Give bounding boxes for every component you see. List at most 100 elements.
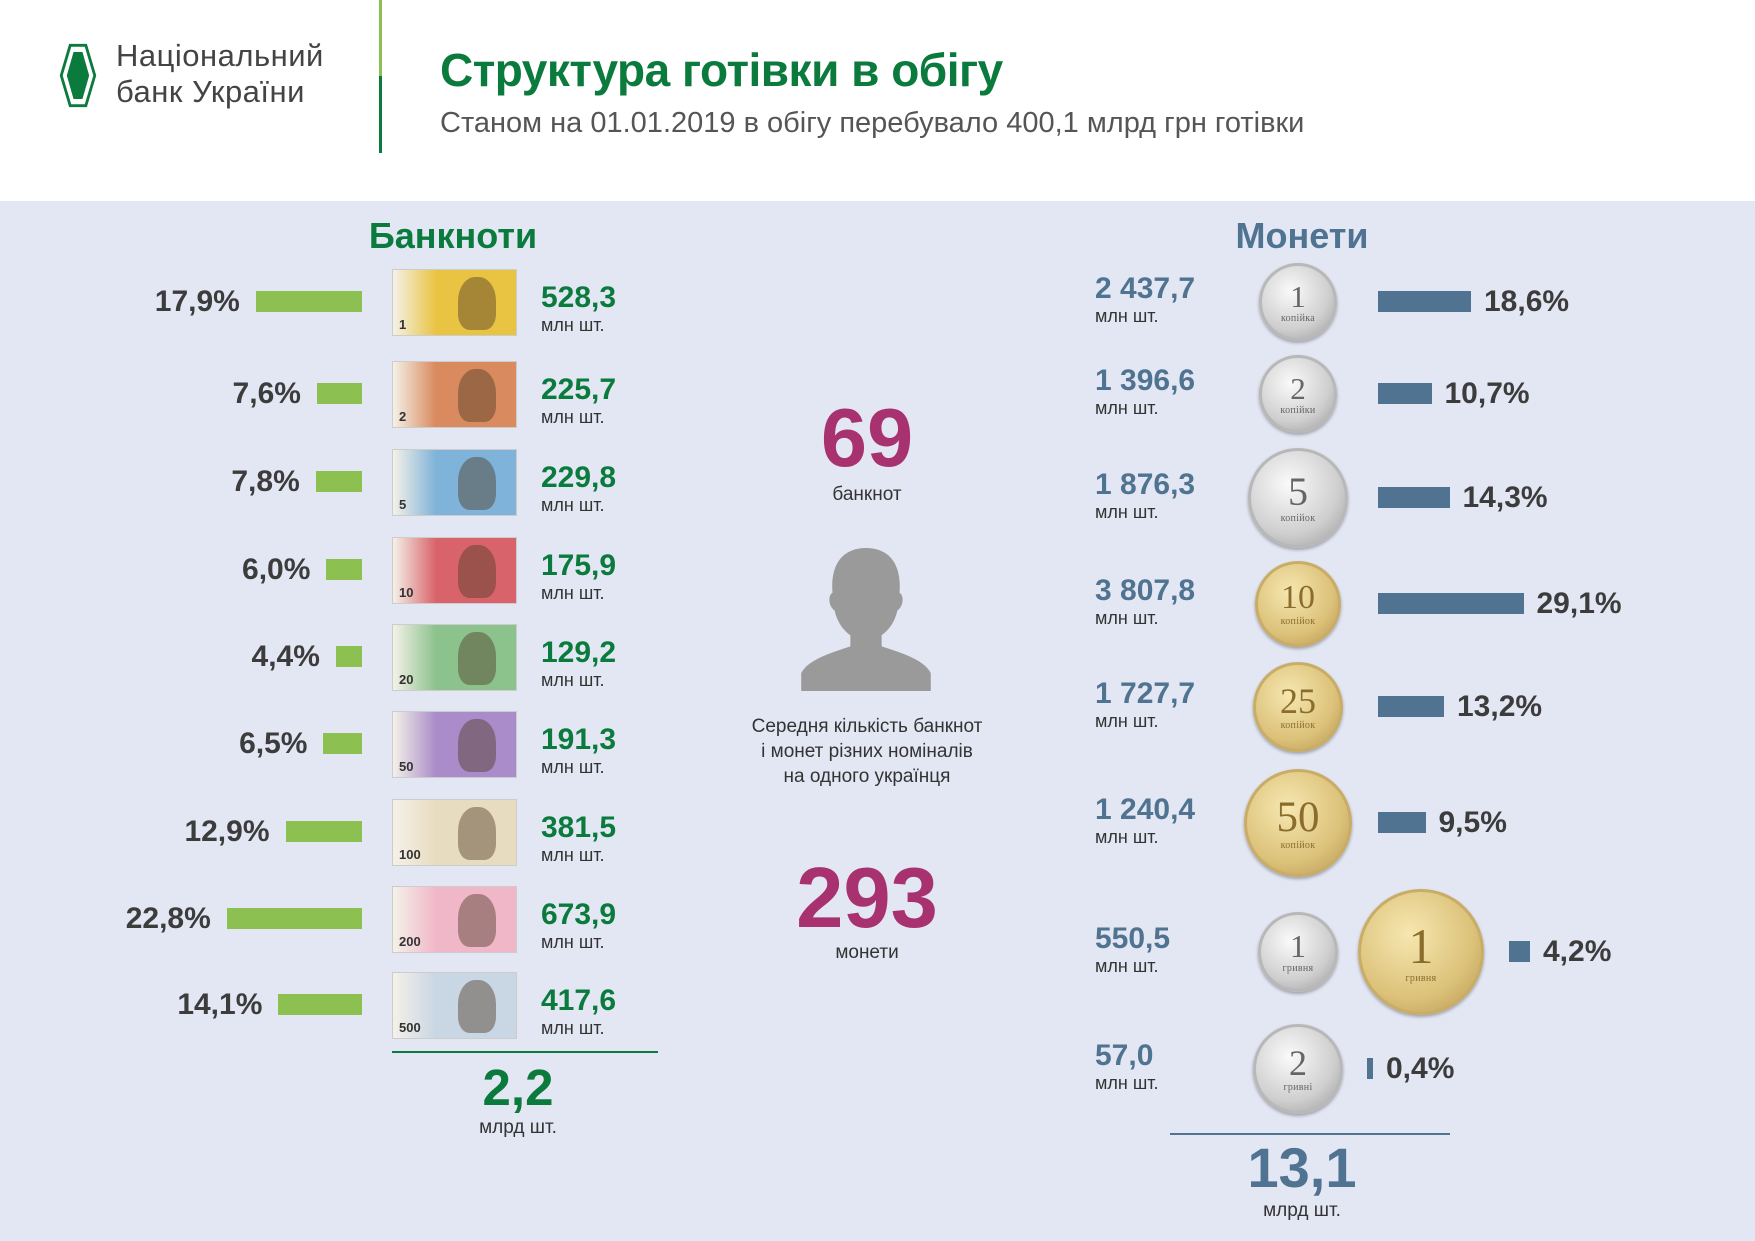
banknote-percent: 6,0% <box>242 553 311 586</box>
coin-count: 3 807,8 <box>1095 574 1196 607</box>
banknote-percent: 4,4% <box>251 640 320 673</box>
coin-label: копійок <box>1280 839 1316 851</box>
coin-unit: млн шт. <box>1095 956 1159 976</box>
coin-percent: 9,5% <box>1438 806 1507 839</box>
logo-text: Національний банк України <box>116 38 324 110</box>
banknote-percent: 6,5% <box>239 727 308 760</box>
coin-percent: 29,1% <box>1536 587 1622 620</box>
coin-unit: млн шт. <box>1095 502 1159 522</box>
coin-bar <box>1378 487 1450 508</box>
coin-digit: 1 <box>1408 917 1434 974</box>
banknote-image: 500 <box>392 972 517 1039</box>
coin-image: 2 гривні <box>1253 1024 1343 1114</box>
banknote-count: 225,7 <box>541 373 617 406</box>
portrait-icon <box>458 807 496 860</box>
banknote-bar <box>255 291 362 312</box>
banknote-denomination: 200 <box>399 934 421 949</box>
banknote-bar <box>226 908 362 929</box>
banknote-count: 229,8 <box>541 461 617 494</box>
banknote-image: 200 <box>392 886 517 953</box>
banknote-bar <box>285 821 362 842</box>
coins-per-capita: 293 <box>796 851 938 946</box>
portrait-icon <box>458 277 496 330</box>
description-line: на одного українця <box>783 766 951 787</box>
coin-count: 2 437,7 <box>1095 272 1196 305</box>
banknote-count: 129,2 <box>541 636 617 669</box>
divider <box>379 76 382 153</box>
coin-label: гривня <box>1405 972 1437 984</box>
coin-unit: млн шт. <box>1095 711 1159 731</box>
logo-line-2: банк України <box>116 74 305 109</box>
coin-image: 1 копійка <box>1259 263 1337 341</box>
coin-count: 1 396,6 <box>1095 364 1196 397</box>
coin-image: 2 копійки <box>1259 355 1337 433</box>
banknote-denomination: 500 <box>399 1020 421 1035</box>
coin-percent: 14,3% <box>1462 481 1548 514</box>
banknote-unit: млн шт. <box>541 407 605 427</box>
coin-label: гривня <box>1282 963 1314 974</box>
banknote-percent: 7,6% <box>232 377 301 410</box>
coin-bar <box>1378 593 1524 614</box>
portrait-icon <box>458 894 496 947</box>
banknote-bar <box>323 733 362 754</box>
description-line: і монет різних номіналів <box>761 741 973 762</box>
coin-count: 1 727,7 <box>1095 677 1196 710</box>
coin-unit: млн шт. <box>1095 1073 1159 1093</box>
portrait-icon <box>458 369 496 422</box>
coin-image: 1 гривня <box>1258 912 1338 992</box>
coin-digit: 1 <box>1290 278 1306 314</box>
coin-percent: 18,6% <box>1484 285 1570 318</box>
banknotes-total-unit: млрд шт. <box>479 1117 557 1138</box>
coin-label: копійок <box>1280 720 1316 731</box>
banknote-count: 673,9 <box>541 898 617 931</box>
nbu-logo-icon <box>59 43 97 108</box>
coin-digit: 2 <box>1289 1043 1307 1083</box>
banknotes-title: Банкноти <box>368 215 538 256</box>
coin-percent: 0,4% <box>1386 1052 1455 1085</box>
coin-image: 25 копійок <box>1253 662 1343 752</box>
coins-total-unit: млрд шт. <box>1263 1200 1341 1221</box>
banknote-denomination: 1 <box>399 317 407 332</box>
banknote-unit: млн шт. <box>541 670 605 690</box>
coins-total: 13,1 <box>1247 1136 1357 1199</box>
banknote-bar <box>326 559 362 580</box>
coin-bar <box>1509 941 1530 962</box>
banknote-unit: млн шт. <box>541 932 605 952</box>
coin-count: 57,0 <box>1095 1039 1154 1072</box>
banknote-unit: млн шт. <box>541 757 605 777</box>
coin-percent: 10,7% <box>1444 377 1530 410</box>
coin-bar <box>1367 1058 1373 1079</box>
banknote-bar <box>315 471 362 492</box>
coin-label: копійок <box>1280 616 1316 627</box>
page-subtitle: Станом на 01.01.2019 в обігу перебувало … <box>440 107 1305 139</box>
banknotes-total-line <box>392 1051 658 1053</box>
banknotes-per-capita-label: банкнот <box>832 484 902 505</box>
portrait-icon <box>458 980 496 1033</box>
banknote-image: 20 <box>392 624 517 691</box>
banknote-bar <box>316 383 362 404</box>
coin-count: 550,5 <box>1095 922 1171 955</box>
coin-unit: млн шт. <box>1095 306 1159 326</box>
portrait-icon <box>458 545 496 598</box>
coin-bar <box>1378 812 1426 833</box>
banknote-image: 100 <box>392 799 517 866</box>
coin-percent: 4,2% <box>1543 935 1612 968</box>
coin-percent: 13,2% <box>1457 690 1543 723</box>
coin-label: копійок <box>1280 513 1316 524</box>
person-silhouette-icon <box>801 548 931 691</box>
banknote-unit: млн шт. <box>541 1018 605 1038</box>
banknote-unit: млн шт. <box>541 845 605 865</box>
coin-label: копійка <box>1280 312 1316 324</box>
banknote-count: 381,5 <box>541 811 617 844</box>
coin-digit: 5 <box>1288 469 1308 514</box>
coins-per-capita-label: монети <box>835 942 899 963</box>
coin-image: 5 копійок <box>1248 448 1348 548</box>
banknote-unit: млн шт. <box>541 315 605 335</box>
banknote-percent: 12,9% <box>184 815 270 848</box>
coin-image: 10 копійок <box>1255 561 1341 647</box>
divider <box>379 0 382 76</box>
banknote-percent: 22,8% <box>125 902 211 935</box>
banknotes-per-capita: 69 <box>820 391 914 484</box>
banknote-image: 1 <box>392 269 517 336</box>
banknote-count: 191,3 <box>541 723 617 756</box>
